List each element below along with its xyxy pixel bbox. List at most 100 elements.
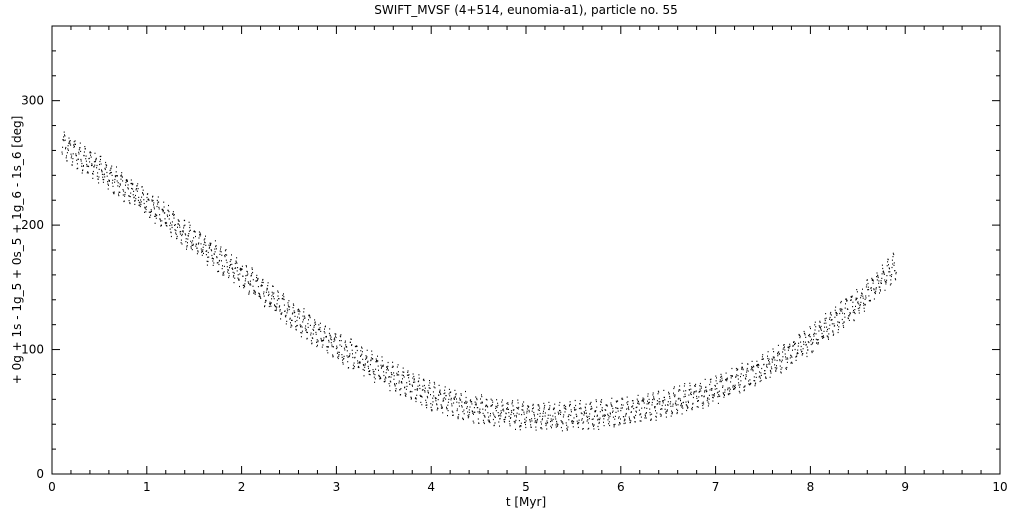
data-point (607, 413, 609, 415)
data-point (73, 144, 74, 146)
data-point (676, 408, 678, 410)
data-point (817, 343, 819, 345)
data-point (828, 328, 830, 330)
data-point (756, 365, 758, 367)
data-point (686, 409, 688, 412)
data-point (431, 409, 433, 411)
data-point (132, 194, 134, 196)
data-point (575, 404, 577, 407)
data-point (316, 341, 317, 343)
data-point (549, 407, 551, 409)
data-point (568, 419, 570, 421)
data-point (586, 420, 588, 422)
data-point (507, 402, 509, 404)
data-point (131, 182, 133, 184)
data-point (872, 279, 874, 281)
data-point (506, 408, 508, 410)
data-point (443, 397, 445, 399)
data-point (504, 421, 506, 423)
data-point (423, 378, 425, 380)
data-point (347, 361, 349, 363)
data-point (871, 289, 872, 291)
data-point (895, 271, 897, 274)
data-point (545, 423, 547, 425)
data-point (518, 413, 520, 415)
data-point (644, 407, 646, 409)
data-point (144, 206, 146, 208)
data-point (796, 353, 798, 355)
data-point (179, 231, 181, 233)
data-point (237, 274, 239, 276)
data-point (232, 276, 234, 278)
data-point (528, 411, 530, 413)
data-point (156, 214, 158, 216)
data-point (789, 345, 791, 347)
data-point (386, 369, 388, 371)
data-point (663, 389, 665, 391)
data-point (173, 214, 175, 217)
data-point (612, 410, 614, 412)
data-point (771, 361, 773, 363)
data-point (654, 406, 656, 408)
data-point (560, 426, 562, 429)
data-point (759, 380, 761, 383)
data-point (697, 400, 699, 402)
data-point (101, 169, 102, 171)
data-point (519, 425, 521, 427)
data-point (366, 349, 368, 351)
data-point (597, 425, 599, 428)
data-point (473, 411, 475, 413)
data-point (235, 260, 237, 262)
data-point (151, 210, 152, 212)
data-point (480, 402, 482, 404)
data-point (381, 356, 383, 358)
data-point (332, 355, 334, 357)
data-point (863, 304, 865, 306)
data-point (716, 388, 718, 390)
data-point (632, 405, 634, 407)
data-point (539, 412, 541, 415)
data-point (68, 140, 70, 142)
data-point (633, 416, 635, 418)
data-point (621, 407, 623, 409)
data-point (108, 184, 109, 186)
data-point (207, 260, 209, 263)
data-point (779, 360, 781, 362)
data-point (271, 298, 273, 300)
data-point (476, 397, 478, 399)
data-point (571, 420, 573, 422)
data-point (586, 416, 588, 418)
data-point (776, 359, 778, 362)
data-point (800, 345, 802, 348)
data-point (695, 390, 697, 392)
data-point (740, 376, 741, 378)
data-point (820, 327, 821, 329)
data-point (74, 143, 76, 145)
data-point (254, 292, 256, 294)
data-point (855, 297, 857, 299)
data-point (338, 351, 340, 353)
data-point (309, 314, 310, 317)
data-point (553, 407, 555, 409)
data-point (190, 246, 192, 248)
data-point (407, 370, 409, 372)
data-point (692, 402, 694, 404)
data-point (569, 405, 570, 407)
data-point (463, 418, 464, 421)
data-point (422, 385, 424, 387)
data-point (407, 371, 409, 373)
data-point (91, 164, 92, 167)
data-point (467, 415, 469, 417)
data-point (424, 391, 426, 393)
data-point (641, 400, 643, 402)
data-point (300, 325, 302, 327)
data-point (149, 216, 151, 218)
data-point (745, 374, 747, 376)
data-point (61, 151, 63, 153)
data-point (284, 310, 286, 312)
data-point (217, 262, 219, 264)
data-point (76, 168, 78, 170)
data-point (372, 371, 374, 373)
data-point (283, 293, 284, 295)
data-point (172, 213, 174, 215)
